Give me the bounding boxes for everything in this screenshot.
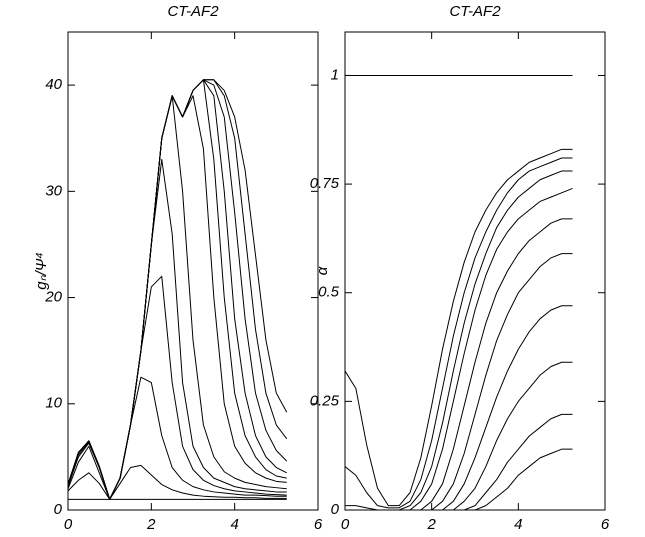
- series-line: [67, 79, 288, 500]
- series-line: [67, 464, 287, 500]
- series-line: [67, 95, 287, 500]
- y-tick-label: 1: [331, 66, 339, 83]
- x-tick-label: 0: [341, 516, 350, 533]
- y-tick-label: 30: [45, 182, 62, 199]
- series-line: [344, 148, 573, 507]
- series-line: [67, 376, 287, 500]
- y-tick-label: 40: [45, 76, 62, 93]
- x-tick-label: 4: [514, 516, 522, 533]
- x-tick-label: 6: [601, 516, 610, 533]
- series-line: [67, 158, 287, 500]
- series-line: [345, 448, 573, 511]
- series-line: [345, 361, 573, 511]
- y-tick-label: 0.75: [310, 175, 340, 192]
- y-tick-label: 0.5: [318, 284, 340, 301]
- y-axis-label: gₙ/Ψ⁴: [33, 252, 50, 289]
- series-line: [345, 253, 573, 511]
- series-line: [344, 157, 573, 509]
- y-tick-label: 10: [45, 395, 62, 412]
- series-line: [67, 95, 287, 500]
- y-tick-label: 20: [44, 289, 62, 306]
- axes-frame: [67, 31, 319, 511]
- chart-title: CT-AF2: [449, 3, 501, 20]
- series-line: [345, 305, 573, 511]
- x-tick-label: 2: [426, 516, 436, 533]
- y-tick-label: 0.25: [310, 392, 340, 409]
- y-tick-label: 0: [54, 501, 63, 518]
- series-line: [345, 218, 573, 511]
- x-tick-label: 6: [314, 516, 323, 533]
- axes-frame: [344, 31, 606, 511]
- x-tick-label: 2: [146, 516, 156, 533]
- y-axis-label: α: [314, 266, 331, 275]
- x-tick-label: 0: [64, 516, 73, 533]
- y-tick-label: 0: [331, 501, 340, 518]
- chart-title: CT-AF2: [167, 3, 219, 20]
- x-tick-label: 4: [230, 516, 238, 533]
